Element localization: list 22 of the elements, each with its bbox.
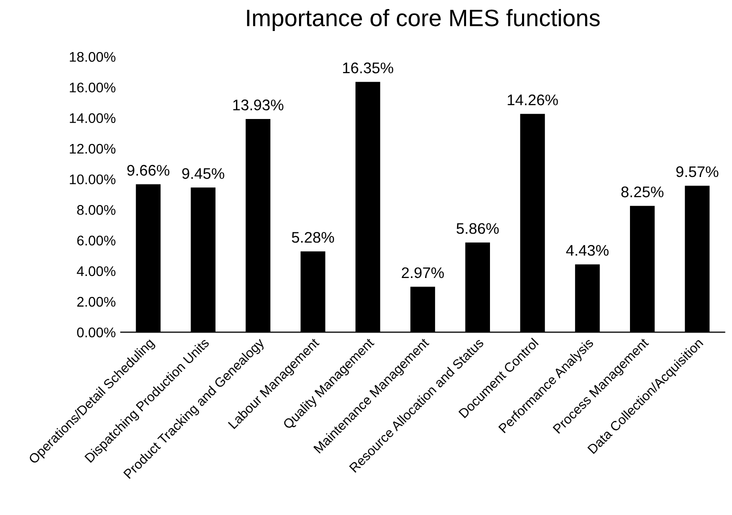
data-label: 5.28% xyxy=(292,232,334,243)
data-label: 2.97% xyxy=(402,267,444,278)
data-label: 9.45% xyxy=(182,168,224,179)
data-label: 9.66% xyxy=(127,164,170,176)
y-tick-label: 8.00% xyxy=(77,205,116,215)
y-tick-label: 0.00% xyxy=(77,328,116,338)
data-label: 8.25% xyxy=(621,186,664,198)
y-tick-label: 14.00% xyxy=(70,113,116,124)
y-tick-label: 4.00% xyxy=(76,266,116,276)
y-tick-label: 16.00% xyxy=(70,82,116,92)
y-tick-label: 2.00% xyxy=(77,296,116,307)
y-tick-label: 12.00% xyxy=(70,144,116,154)
y-tick-label: 18.00% xyxy=(70,52,116,62)
y-tick-label: 10.00% xyxy=(70,174,116,184)
data-label: 14.26% xyxy=(508,94,558,106)
data-label: 5.86% xyxy=(456,223,499,234)
y-tick-label: 6.00% xyxy=(77,236,116,246)
data-label: 13.93% xyxy=(233,100,284,110)
data-label: 4.43% xyxy=(566,244,609,256)
chart-title: Importance of core MES functions xyxy=(247,8,600,31)
data-label: 9.57% xyxy=(676,166,718,178)
data-label: 16.35% xyxy=(343,62,394,74)
